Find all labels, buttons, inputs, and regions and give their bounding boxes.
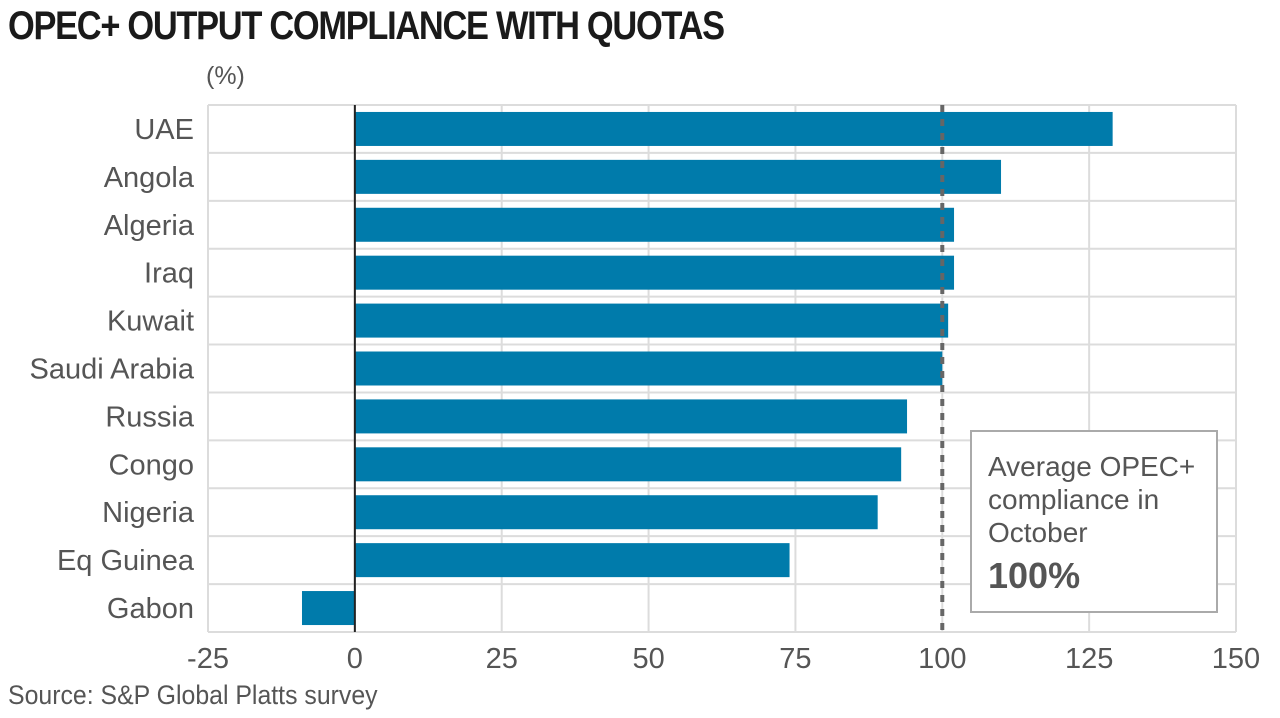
bar-russia — [354, 399, 908, 434]
category-label: Nigeria — [102, 497, 195, 529]
category-label: Russia — [105, 401, 195, 433]
bar-saudi-arabia — [354, 351, 943, 386]
bar-nigeria — [354, 495, 878, 530]
category-label: UAE — [134, 114, 194, 146]
bar-congo — [354, 447, 902, 482]
category-label: Gabon — [107, 593, 194, 625]
annotation-value: 100% — [988, 555, 1081, 596]
x-tick-label: 25 — [486, 643, 518, 675]
bar-eq-guinea — [354, 543, 790, 578]
bar-algeria — [354, 207, 955, 242]
x-tick-label: 150 — [1212, 643, 1260, 675]
bar-uae — [354, 111, 1113, 146]
x-tick-label: 75 — [779, 643, 811, 675]
source-note: Source: S&P Global Platts survey — [8, 680, 378, 710]
category-label: Algeria — [104, 210, 195, 242]
category-label: Congo — [109, 449, 194, 481]
annotation-box: Average OPEC+ compliance in October 100% — [970, 430, 1218, 613]
bar-angola — [354, 159, 1002, 194]
category-label: Angola — [104, 162, 195, 194]
annotation-text: Average OPEC+ compliance in October — [988, 451, 1196, 548]
bar-gabon — [301, 591, 355, 626]
bar-iraq — [354, 255, 955, 290]
x-tick-label: 125 — [1065, 643, 1113, 675]
category-label: Saudi Arabia — [30, 354, 195, 386]
category-label: Kuwait — [107, 306, 194, 338]
category-label: Iraq — [144, 258, 194, 290]
x-tick-label: 100 — [918, 643, 966, 675]
x-tick-label: 0 — [347, 643, 363, 675]
category-label: Eq Guinea — [57, 545, 195, 577]
unit-label: (%) — [206, 62, 245, 90]
x-tick-label: 50 — [632, 643, 664, 675]
x-tick-label: -25 — [187, 643, 229, 675]
chart-title: OPEC+ OUTPUT COMPLIANCE WITH QUOTAS — [8, 4, 725, 48]
bar-kuwait — [354, 303, 949, 338]
